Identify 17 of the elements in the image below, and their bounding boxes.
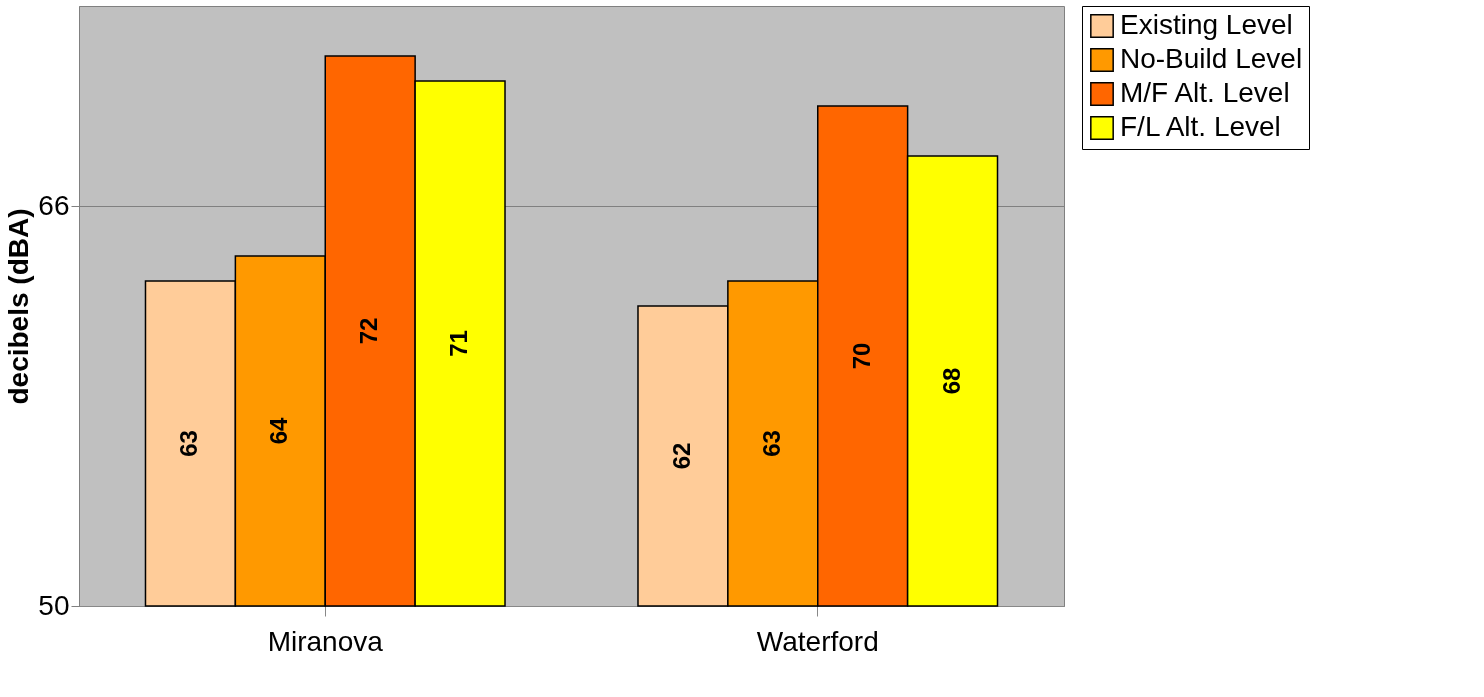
y-tick-label: 50 xyxy=(38,589,70,621)
y-tick-label: 66 xyxy=(38,189,70,221)
y-axis-title: decibels (dBA) xyxy=(3,208,35,405)
data-label: 72 xyxy=(355,317,383,345)
data-label: 68 xyxy=(937,367,965,395)
data-label: 64 xyxy=(265,417,293,445)
x-tick-label: Miranova xyxy=(267,625,384,657)
legend-label: M/F Alt. Level xyxy=(1120,77,1290,108)
data-label: 63 xyxy=(175,430,203,457)
legend-label: No-Build Level xyxy=(1120,43,1303,74)
data-label: 71 xyxy=(445,330,473,357)
data-label: 63 xyxy=(757,430,785,457)
data-label: 62 xyxy=(667,442,695,470)
legend-label: Existing Level xyxy=(1120,9,1293,40)
x-tick-label: Waterford xyxy=(756,625,879,657)
data-label: 70 xyxy=(847,342,875,370)
legend-label: F/L Alt. Level xyxy=(1120,111,1281,142)
